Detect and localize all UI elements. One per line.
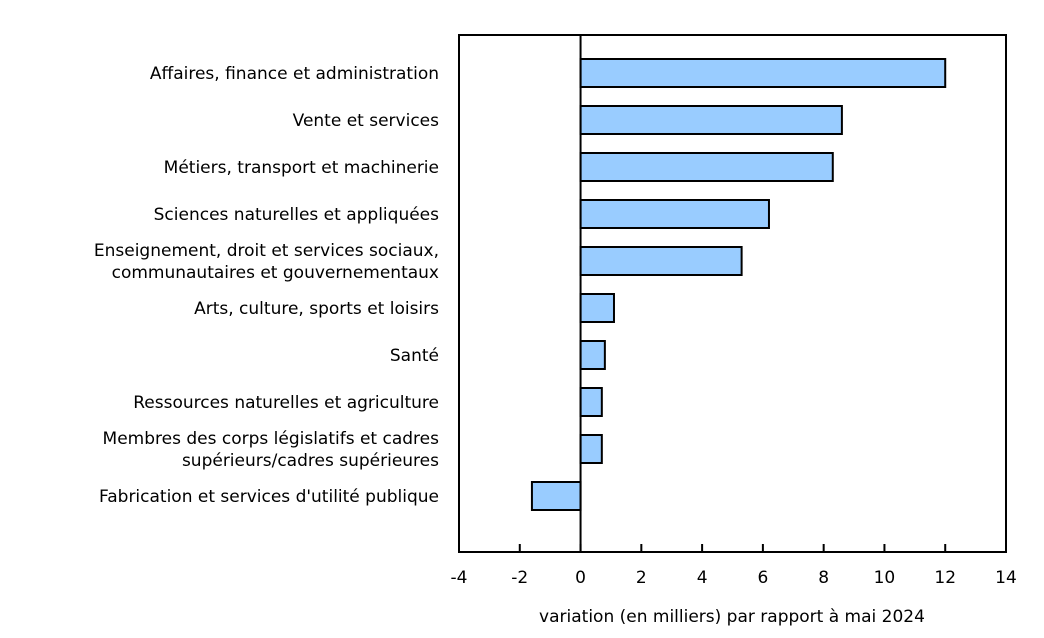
category-label: Métiers, transport et machinerie <box>164 158 439 178</box>
bar <box>579 340 606 370</box>
bar <box>579 434 603 464</box>
x-tick-label: -2 <box>511 568 528 588</box>
x-tick-label: 8 <box>818 568 829 588</box>
x-tick-label: 10 <box>874 568 896 588</box>
bar <box>530 481 582 511</box>
x-axis-label: variation (en milliers) par rapport à ma… <box>539 607 925 627</box>
category-label: Sciences naturelles et appliquées <box>154 205 439 225</box>
category-label: Affaires, finance et administration <box>150 64 439 84</box>
bar <box>579 293 615 323</box>
x-tick-label: 6 <box>757 568 768 588</box>
category-label: Vente et services <box>293 111 439 131</box>
category-label: Fabrication et services d'utilité publiq… <box>99 487 439 507</box>
category-label: Ressources naturelles et agriculture <box>133 393 439 413</box>
category-label: Membres des corps législatifs et cadres <box>103 429 440 449</box>
x-tick-label: 2 <box>636 568 647 588</box>
bar <box>579 246 743 276</box>
x-tick-label: -4 <box>451 568 468 588</box>
category-label: Enseignement, droit et services sociaux, <box>94 241 439 261</box>
bar <box>579 199 770 229</box>
category-label: Arts, culture, sports et loisirs <box>194 299 439 319</box>
category-label: communautaires et gouvernementaux <box>112 263 439 283</box>
x-tick-label: 12 <box>934 568 956 588</box>
category-label: Santé <box>390 346 439 366</box>
category-label: supérieurs/cadres supérieures <box>182 451 439 471</box>
plot-frame <box>458 34 1007 553</box>
bar <box>579 152 834 182</box>
bar <box>579 105 843 135</box>
x-tick-label: 14 <box>995 568 1017 588</box>
x-tick-label: 4 <box>697 568 708 588</box>
bar <box>579 387 603 417</box>
bar <box>579 58 947 88</box>
x-tick-label: 0 <box>575 568 586 588</box>
